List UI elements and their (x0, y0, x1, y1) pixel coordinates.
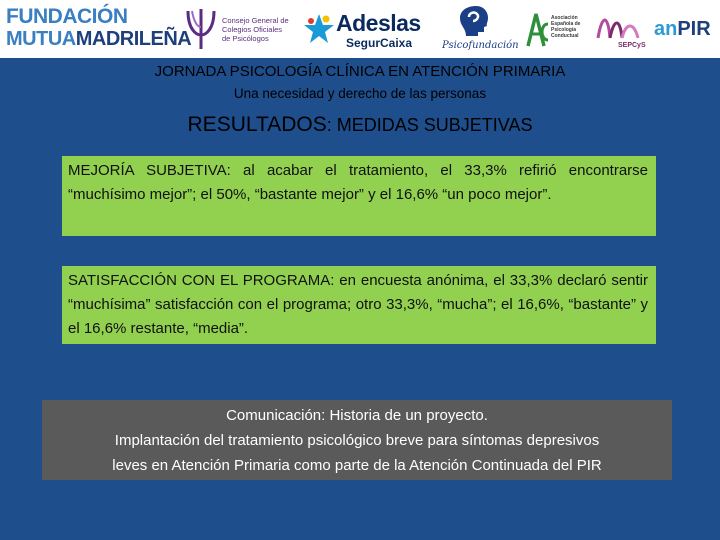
aepc-line1: Asociación (551, 15, 578, 21)
anpir-pir: PIR (677, 18, 711, 40)
section-heading-main: RESULTADOS (187, 113, 327, 136)
footer-line-1: Comunicación: Historia de un proyecto. (226, 407, 488, 424)
psicofundacion-logo: Psicofundación (436, 4, 519, 54)
footer-line-3: leves en Atención Primaria como parte de… (112, 457, 602, 474)
anpir-logo: anPIR (654, 14, 716, 44)
sepcys-text: SEPCyS (618, 42, 646, 49)
footer-line-2: Implantación del tratamiento psicológico… (114, 432, 600, 449)
aepc-text: Asociación Española de Psicología Conduc… (551, 15, 580, 39)
consejo-psicologos-logo: Consejo General de Colegios Oficiales de… (182, 6, 292, 52)
psicofundacion-text: Psicofundación (442, 40, 519, 51)
aepc-line2: Española de (551, 21, 581, 27)
fundacion-logo-mutua: MUTUA (6, 28, 76, 50)
segurcaixa-name: SegurCaixa (346, 36, 413, 50)
fundacion-logo-madrilena: MADRILEÑA (75, 28, 192, 50)
anpir-an: an (654, 18, 678, 40)
sepcys-logo: SEPCyS (594, 8, 648, 52)
slide-title: JORNADA PSICOLOGÍA CLÍNICA EN ATENCIÓN P… (154, 63, 566, 80)
fundacion-logo-line2: MUTUAMADRILEÑA (6, 28, 192, 50)
satisfaccion-programa-box: SATISFACCIÓN CON EL PROGRAMA: en encuest… (62, 266, 656, 344)
logo-bar: FUNDACIÓN MUTUAMADRILEÑA Consejo General… (0, 0, 720, 58)
fundacion-mutua-madrilena-logo: FUNDACIÓN MUTUAMADRILEÑA (6, 5, 192, 52)
adeslas-name: Adeslas (336, 10, 421, 36)
section-heading-rest: : MEDIDAS SUBJETIVAS (326, 115, 533, 135)
psi-symbol-icon (186, 9, 216, 49)
sepcys-waves-icon (596, 18, 640, 39)
cgcop-line3: de Psicólogos (222, 33, 269, 43)
consejo-psicologos-text: Consejo General de Colegios Oficiales de… (222, 16, 289, 43)
slide-subtitle: Una necesidad y derecho de las personas (233, 86, 487, 101)
aepc-logo: Asociación Española de Psicología Conduc… (526, 10, 588, 50)
communication-footer-box: Comunicación: Historia de un proyecto. I… (42, 400, 672, 480)
aepc-letters-icon (526, 13, 549, 47)
mejoria-subjetiva-box: MEJORÍA SUBJETIVA: al acabar el tratamie… (62, 156, 656, 236)
caixa-star-icon (304, 14, 334, 43)
cgcop-line2: Colegios Oficiales (222, 24, 283, 34)
aepc-line4: Conductual (551, 33, 579, 39)
section-heading: RESULTADOS: MEDIDAS SUBJETIVAS (0, 113, 720, 137)
cgcop-line1: Consejo General de (222, 15, 289, 25)
head-profile-icon (460, 6, 488, 36)
fundacion-logo-line1: FUNDACIÓN (6, 5, 128, 28)
aepc-line3: Psicología (551, 27, 577, 33)
adeslas-logo: Adeslas SegurCaixa (302, 6, 421, 52)
